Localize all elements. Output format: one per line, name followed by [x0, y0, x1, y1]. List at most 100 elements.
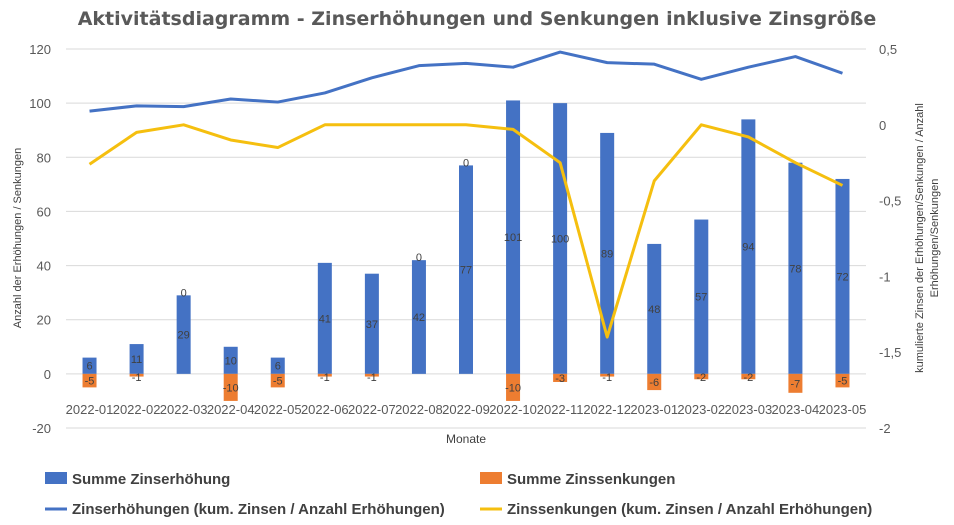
bar-senkung: [129, 373, 144, 377]
bar-label-erhoehung: 89: [601, 248, 613, 260]
x-tick-label: 2023-04: [772, 402, 820, 417]
bar-senkung: [694, 373, 709, 380]
bar-label-erhoehung: 11: [131, 354, 142, 366]
chart-title: Aktivitätsdiagramm - Zinserhöhungen und …: [78, 8, 877, 30]
bar-label-senkung: -2: [696, 372, 706, 384]
x-tick-label: 2022-06: [301, 402, 349, 417]
bar-erhoehung: [270, 357, 285, 374]
x-tick-label: 2023-05: [819, 402, 867, 417]
bar-label-senkung: -5: [273, 376, 283, 388]
bar-label-erhoehung: 57: [695, 292, 707, 304]
y-axis-title: Anzahl der Erhöhungen / Senkungen: [12, 148, 24, 328]
bar-label-erhoehung: 37: [366, 319, 378, 331]
bar-erhoehung: [317, 262, 332, 374]
bar-senkung: [364, 373, 379, 377]
bar-label-senkung: -1: [132, 372, 142, 384]
y2-tick-label: -1,5: [879, 345, 901, 360]
y2-tick-label: 0: [879, 118, 886, 133]
bar-label-erhoehung: 100: [551, 234, 569, 246]
y-tick-label: 120: [29, 42, 51, 57]
x-tick-label: 2023-03: [724, 402, 772, 417]
x-tick-label: 2022-08: [395, 402, 443, 417]
legend-swatch-erhoehung: [45, 472, 67, 484]
bar-label-senkung: -5: [838, 376, 848, 388]
bar-erhoehung: [647, 243, 662, 374]
bar-label-erhoehung: 78: [789, 263, 801, 275]
bar-senkung: [553, 373, 568, 382]
x-axis-title: Monate: [446, 432, 486, 446]
x-tick-label: 2022-03: [160, 402, 208, 417]
y2-axis-title-line2: Erhöhungen/Senkungen: [929, 179, 941, 298]
bar-label-erhoehung: 42: [413, 312, 425, 324]
bar-label-senkung: -7: [791, 378, 801, 390]
bar-label-senkung: 0: [416, 252, 422, 264]
x-tick-label: 2022-07: [348, 402, 396, 417]
bar-label-erhoehung: 41: [319, 313, 331, 325]
x-tick-label: 2022-02: [113, 402, 161, 417]
bar-label-erhoehung: 10: [225, 355, 237, 367]
line-erhoehung: [89, 50, 843, 113]
bar-erhoehung: [506, 100, 521, 374]
bar-senkung: [223, 373, 238, 401]
bar-erhoehung: [835, 178, 850, 374]
bar-label-erhoehung: 72: [836, 271, 848, 283]
bar-erhoehung: [741, 119, 756, 374]
y-tick-label: 100: [29, 96, 51, 111]
y-tick-label: 60: [37, 204, 51, 219]
x-tick-label: 2022-11: [537, 402, 584, 417]
bar-label-erhoehung: 77: [460, 265, 472, 277]
bar-senkung: [270, 373, 285, 388]
x-tick-label: 2022-01: [66, 402, 114, 417]
bar-erhoehung: [694, 219, 709, 374]
bar-senkung: [835, 373, 850, 388]
bar-label-senkung: -1: [602, 372, 612, 384]
bars: [82, 100, 850, 401]
x-tick-label: 2022-04: [207, 402, 255, 417]
x-tick-label: 2023-01: [630, 402, 678, 417]
bar-senkung: [647, 373, 662, 391]
bar-label-senkung: -1: [367, 372, 377, 384]
bar-senkung: [741, 373, 756, 380]
bar-senkung: [82, 373, 97, 388]
y2-axis-title-line1: kumulierte Zinsen der Erhöhungen/Senkung…: [914, 103, 926, 373]
bar-senkung: [317, 373, 332, 377]
legend-label-line-senkung: Zinssenkungen (kum. Zinsen / Anzahl Erhö…: [507, 501, 872, 518]
bar-label-senkung: -10: [223, 382, 239, 394]
bar-senkung: [506, 373, 521, 401]
bar-erhoehung: [600, 132, 615, 374]
bar-erhoehung: [411, 260, 426, 374]
x-tick-label: 2023-02: [677, 402, 725, 417]
legend-label-senkung: Summe Zinssenkungen: [507, 471, 675, 488]
x-axis-ticks: 2022-01 2022-02 2022-03 2022-04 2022-05 2022-…: [66, 402, 867, 417]
bar-label-senkung: -10: [505, 382, 521, 394]
lines: [88, 50, 844, 339]
y2-tick-label: 0,5: [879, 42, 897, 57]
bar-label-erhoehung: 6: [86, 361, 92, 373]
y-tick-label: 0: [44, 367, 51, 382]
bar-erhoehung: [82, 357, 97, 374]
x-tick-label: 2022-05: [254, 402, 302, 417]
bar-label-erhoehung: 94: [742, 242, 754, 254]
y2-axis-ticks: -2 -1,5 -1 -0,5 0 0,5: [879, 42, 901, 436]
bar-senkung: [600, 373, 615, 377]
y2-tick-label: -1: [879, 269, 891, 284]
bar-senkung: [788, 373, 803, 393]
y-tick-label: 20: [37, 313, 51, 328]
bar-erhoehung: [129, 344, 144, 374]
bar-label-senkung: -3: [555, 373, 565, 385]
bar-label-senkung: -1: [320, 372, 330, 384]
y-tick-label: -20: [32, 421, 51, 436]
bar-erhoehung: [176, 295, 191, 374]
legend: Summe Zinserhöhung Summe Zinssenkungen Z…: [45, 471, 872, 518]
y-tick-label: 80: [37, 150, 51, 165]
bar-label-senkung: 0: [463, 157, 469, 169]
bar-erhoehung: [364, 273, 379, 374]
bar-erhoehung: [788, 162, 803, 374]
bar-label-senkung: 0: [181, 287, 187, 299]
x-tick-label: 2022-10: [489, 402, 537, 417]
bar-label-erhoehung: 101: [504, 232, 522, 244]
legend-swatch-senkung: [480, 472, 502, 484]
bar-erhoehung: [223, 346, 238, 374]
y-tick-label: 40: [37, 259, 51, 274]
